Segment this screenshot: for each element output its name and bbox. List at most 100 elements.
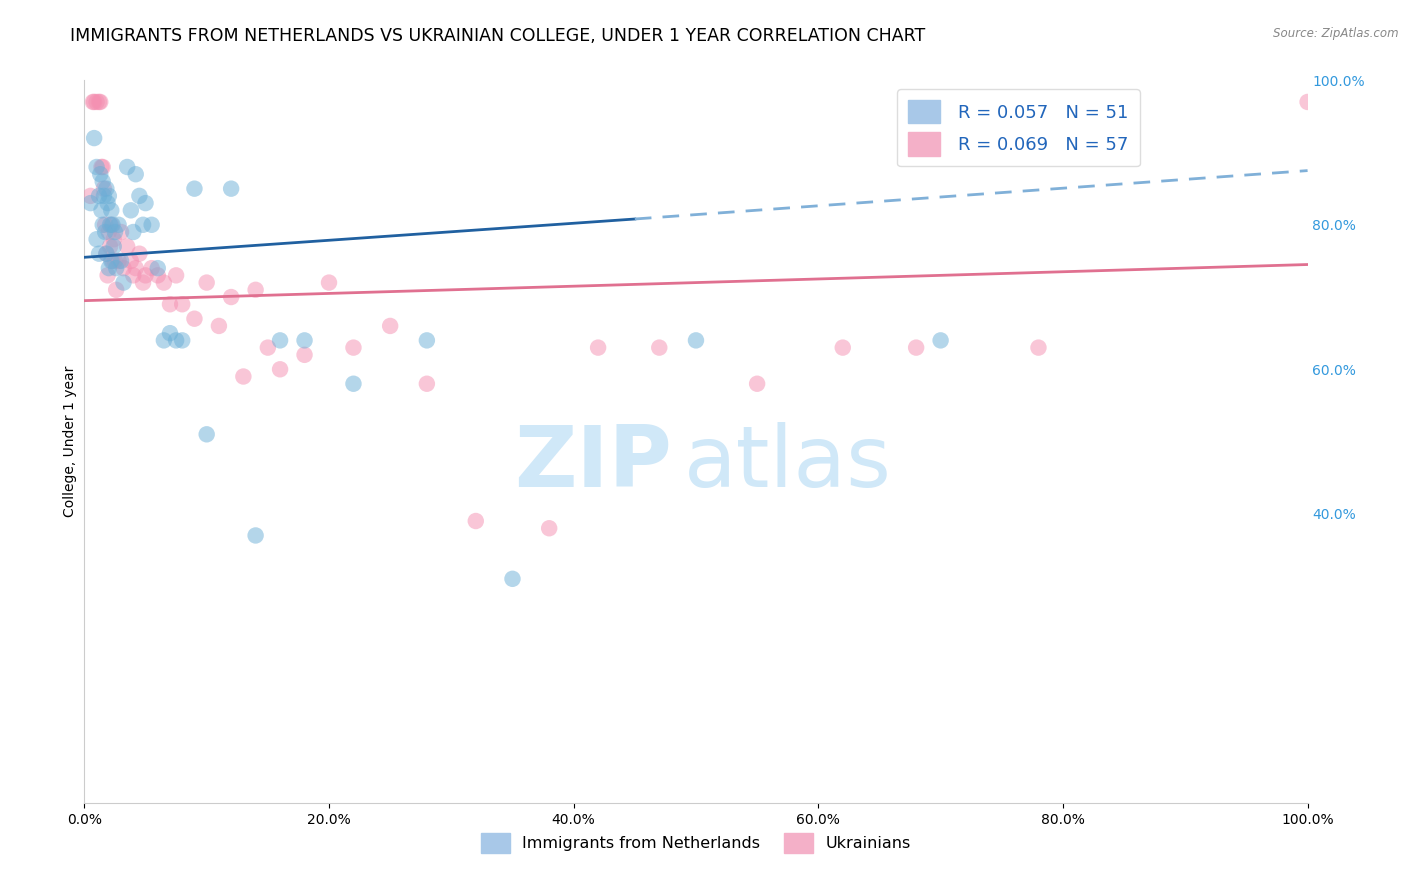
Point (110, 225, 132, 239)
Point (208, 318, 231, 333)
Point (416, 376, 439, 391)
Point (115, 160, 138, 174)
Point (91, 218, 114, 232)
Point (83, 95, 105, 109)
Point (107, 218, 129, 232)
Point (132, 276, 155, 290)
Point (135, 268, 157, 283)
Point (172, 297, 194, 311)
Point (103, 232, 125, 246)
Y-axis label: College, Under 1 year: College, Under 1 year (63, 366, 77, 517)
Point (97, 268, 120, 283)
Point (98, 218, 121, 232)
Point (125, 167, 148, 181)
Point (195, 276, 218, 290)
Point (219, 182, 242, 196)
Point (86, 160, 108, 174)
Point (269, 362, 291, 376)
Point (135, 196, 157, 211)
Point (115, 239, 138, 253)
Point (929, 334, 952, 348)
Point (96, 246, 118, 260)
Point (464, 514, 486, 528)
Point (141, 261, 163, 276)
Point (648, 341, 671, 355)
Point (100, 203, 122, 218)
Point (165, 268, 187, 283)
Point (159, 326, 181, 340)
Point (94, 218, 117, 232)
Point (98, 239, 121, 253)
Point (172, 334, 194, 348)
Point (86, 95, 108, 109)
Point (685, 334, 707, 348)
Point (257, 341, 280, 355)
Point (416, 334, 439, 348)
Point (122, 225, 145, 239)
Point (110, 253, 132, 268)
Point (502, 572, 524, 586)
Point (538, 521, 561, 535)
Point (90, 160, 112, 174)
Point (1028, 341, 1050, 355)
Point (165, 334, 187, 348)
Point (89, 167, 111, 181)
Text: IMMIGRANTS FROM NETHERLANDS VS UKRAINIAN COLLEGE, UNDER 1 YEAR CORRELATION CHART: IMMIGRANTS FROM NETHERLANDS VS UKRAINIAN… (70, 27, 925, 45)
Text: ZIP: ZIP (513, 422, 672, 505)
Point (219, 290, 242, 304)
Point (112, 261, 135, 276)
Point (294, 348, 316, 362)
Point (342, 341, 364, 355)
Point (97, 189, 120, 203)
Legend: Immigrants from Netherlands, Ukrainians: Immigrants from Netherlands, Ukrainians (474, 827, 918, 860)
Point (146, 261, 169, 276)
Point (120, 203, 142, 218)
Point (107, 253, 129, 268)
Point (97, 225, 120, 239)
Point (294, 334, 316, 348)
Point (96, 182, 118, 196)
Point (245, 528, 267, 542)
Point (132, 218, 155, 232)
Point (112, 276, 135, 290)
Point (159, 297, 181, 311)
Point (183, 311, 205, 326)
Point (183, 182, 205, 196)
Point (1296, 95, 1319, 109)
Point (87, 95, 110, 109)
Point (153, 334, 176, 348)
Point (831, 341, 853, 355)
Point (586, 341, 609, 355)
Point (100, 253, 122, 268)
Point (104, 253, 127, 268)
Point (245, 283, 267, 297)
Point (93, 182, 115, 196)
Point (141, 218, 163, 232)
Point (104, 225, 127, 239)
Point (101, 253, 124, 268)
Point (318, 276, 340, 290)
Point (91, 160, 114, 174)
Point (232, 369, 254, 384)
Point (128, 189, 150, 203)
Point (91, 174, 114, 188)
Point (89, 95, 111, 109)
Point (97, 261, 120, 276)
Point (125, 261, 148, 276)
Point (82, 95, 104, 109)
Point (79, 196, 101, 211)
Point (105, 261, 128, 276)
Point (195, 427, 218, 442)
Point (87, 189, 110, 203)
Point (122, 268, 145, 283)
Point (101, 218, 124, 232)
Point (90, 203, 112, 218)
Point (342, 376, 364, 391)
Point (96, 246, 118, 260)
Text: Source: ZipAtlas.com: Source: ZipAtlas.com (1274, 27, 1399, 40)
Point (87, 246, 110, 260)
Point (905, 341, 928, 355)
Point (79, 189, 101, 203)
Point (103, 239, 125, 253)
Point (93, 189, 115, 203)
